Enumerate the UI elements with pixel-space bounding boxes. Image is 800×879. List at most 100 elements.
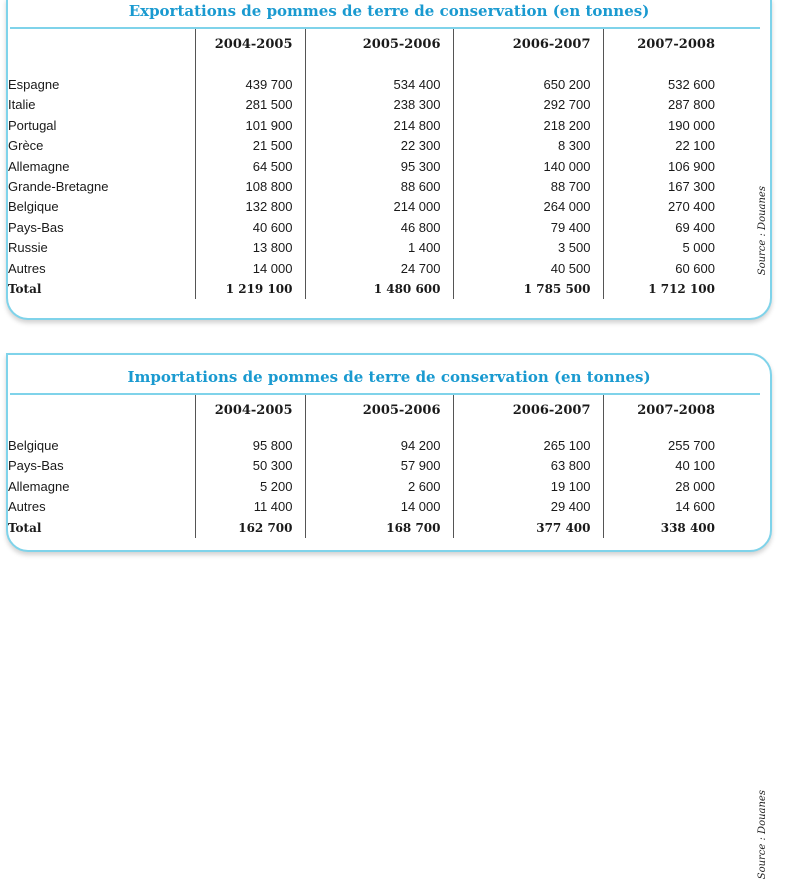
- value-cell: 95 800: [194, 436, 305, 457]
- table-row: Grèce 21 500 22 300 8 300 22 100: [8, 136, 727, 157]
- value-cell: 22 300: [304, 136, 453, 157]
- value-cell: 21 500: [194, 136, 305, 157]
- value-cell: 11 400: [194, 497, 305, 518]
- value-cell: 167 300: [602, 177, 727, 198]
- value-cell: 60 600: [602, 258, 727, 280]
- imports-header-year: 2006-2007: [452, 395, 603, 427]
- country-cell: Italie: [8, 97, 36, 113]
- value-cell: 24 700: [304, 258, 453, 280]
- total-row: Total 162 700 168 700 377 400 338 400: [8, 517, 727, 539]
- country-cell: Autres: [8, 260, 46, 276]
- value-cell: 28 000: [602, 476, 727, 498]
- imports-source: Source : Douanes: [757, 790, 768, 879]
- exports-table: 2004-2005 2005-2006 2006-2007 2007-2008 …: [8, 29, 727, 300]
- exports-header-year: 2004-2005: [194, 29, 305, 61]
- value-cell: 79 400: [452, 217, 603, 239]
- value-cell: 108 800: [194, 177, 305, 198]
- value-cell: 281 500: [194, 95, 305, 116]
- total-value-cell: 168 700: [304, 517, 453, 539]
- table-row: Espagne 439 700 534 400 650 200 532 600: [8, 75, 727, 96]
- value-cell: 2 600: [304, 476, 453, 498]
- value-cell: 40 500: [452, 258, 603, 280]
- table-row: Portugal 101 900 214 800 218 200 190 000: [8, 115, 727, 137]
- value-cell: 69 400: [602, 217, 727, 239]
- table-row: Allemagne 5 200 2 600 19 100 28 000: [8, 476, 727, 498]
- value-cell: 1 400: [304, 238, 453, 259]
- value-cell: 270 400: [602, 197, 727, 218]
- value-cell: 439 700: [194, 75, 305, 96]
- total-value-cell: 1 785 500: [452, 279, 603, 300]
- country-cell: Autres: [8, 499, 46, 515]
- country-cell: Belgique: [8, 438, 59, 453]
- table-row: Pays-Bas 50 300 57 900 63 800 40 100: [8, 456, 727, 477]
- exports-panel: Exportations de pommes de terre de conse…: [6, 0, 772, 320]
- value-cell: 132 800: [194, 197, 305, 218]
- exports-title: Exportations de pommes de terre de conse…: [128, 2, 650, 20]
- exports-header-year: 2007-2008: [602, 29, 727, 61]
- total-label: Total: [8, 520, 42, 535]
- value-cell: 14 600: [602, 497, 727, 518]
- country-cell: Belgique: [8, 199, 59, 215]
- value-cell: 40 100: [602, 456, 727, 477]
- value-cell: 101 900: [194, 115, 305, 137]
- table-row: Pays-Bas 40 600 46 800 79 400 69 400: [8, 217, 727, 239]
- value-cell: 95 300: [304, 156, 453, 178]
- value-cell: 19 100: [452, 476, 603, 498]
- imports-title: Importations de pommes de terre de conse…: [127, 368, 651, 386]
- value-cell: 5 200: [194, 476, 305, 498]
- total-label: Total: [8, 282, 42, 297]
- exports-header-year: 2005-2006: [304, 29, 453, 61]
- value-cell: 88 700: [452, 177, 603, 198]
- total-value-cell: 377 400: [452, 517, 603, 539]
- table-row: Russie 13 800 1 400 3 500 5 000: [8, 238, 727, 259]
- total-value-cell: 1 219 100: [194, 279, 305, 300]
- table-row: Grande-Bretagne 108 800 88 600 88 700 167 30…: [8, 177, 727, 198]
- table-row: Autres 14 000 24 700 40 500 60 600: [8, 258, 727, 280]
- table-row: Autres 11 400 14 000 29 400 14 600: [8, 497, 727, 518]
- imports-header-year: 2007-2008: [602, 395, 727, 427]
- value-cell: 287 800: [602, 95, 727, 116]
- country-cell: Grande-Bretagne: [8, 179, 109, 195]
- imports-table: 2004-2005 2005-2006 2006-2007 2007-2008 …: [8, 395, 727, 539]
- value-cell: 88 600: [304, 177, 453, 198]
- country-cell: Allemagne: [8, 478, 70, 494]
- total-value-cell: 338 400: [602, 517, 727, 539]
- value-cell: 264 000: [452, 197, 603, 218]
- value-cell: 238 300: [304, 95, 453, 116]
- country-cell: Portugal: [8, 117, 57, 133]
- value-cell: 63 800: [452, 456, 603, 477]
- total-value-cell: 162 700: [194, 517, 305, 539]
- imports-header-year: 2005-2006: [304, 395, 453, 427]
- value-cell: 14 000: [194, 258, 305, 280]
- value-cell: 40 600: [194, 217, 305, 239]
- exports-header-country: [8, 29, 195, 61]
- value-cell: 106 900: [602, 156, 727, 178]
- country-cell: Grèce: [8, 138, 44, 154]
- table-row: Allemagne 64 500 95 300 140 000 106 900: [8, 156, 727, 178]
- country-cell: Pays-Bas: [8, 219, 64, 235]
- imports-panel: Importations de pommes de terre de conse…: [6, 353, 772, 879]
- table-row: Belgique 95 800 94 200 265 100 255 700: [8, 436, 727, 457]
- value-cell: 265 100: [452, 436, 603, 457]
- value-cell: 214 800: [304, 115, 453, 137]
- value-cell: 214 000: [304, 197, 453, 218]
- value-cell: 14 000: [304, 497, 453, 518]
- total-value-cell: 1 480 600: [304, 279, 453, 300]
- value-cell: 190 000: [602, 115, 727, 137]
- value-cell: 94 200: [304, 436, 453, 457]
- exports-header-year: 2006-2007: [452, 29, 603, 61]
- exports-title-rule: [10, 27, 760, 29]
- value-cell: 29 400: [452, 497, 603, 518]
- total-row: Total 1 219 100 1 480 600 1 785 500 1 712 10…: [8, 279, 727, 300]
- imports-title-rule: [10, 393, 760, 395]
- value-cell: 22 100: [602, 136, 727, 157]
- value-cell: 292 700: [452, 95, 603, 116]
- exports-header-row: 2004-2005 2005-2006 2006-2007 2007-2008: [8, 29, 727, 61]
- imports-header-year: 2004-2005: [194, 395, 305, 427]
- country-cell: Russie: [8, 240, 48, 256]
- value-cell: 5 000: [602, 238, 727, 259]
- value-cell: 46 800: [304, 217, 453, 239]
- value-cell: 255 700: [602, 436, 727, 457]
- exports-source: Source : Douanes: [757, 186, 768, 276]
- value-cell: 8 300: [452, 136, 603, 157]
